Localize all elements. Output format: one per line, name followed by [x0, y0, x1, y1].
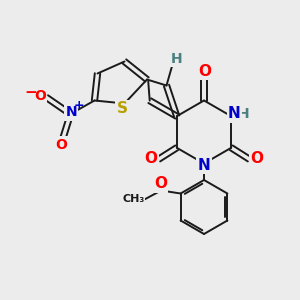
- Text: N: N: [228, 106, 241, 121]
- Text: −: −: [25, 85, 37, 100]
- Text: O: O: [198, 64, 211, 79]
- Text: O: O: [154, 176, 167, 191]
- Text: +: +: [74, 99, 84, 112]
- Text: O: O: [56, 138, 68, 152]
- Text: O: O: [34, 89, 46, 103]
- Text: H: H: [170, 52, 182, 66]
- Text: S: S: [117, 101, 128, 116]
- Text: CH₃: CH₃: [122, 194, 144, 205]
- Text: O: O: [145, 151, 158, 166]
- Text: O: O: [250, 151, 263, 166]
- Text: N: N: [198, 158, 210, 172]
- Text: N: N: [65, 106, 77, 119]
- Text: H: H: [238, 107, 249, 121]
